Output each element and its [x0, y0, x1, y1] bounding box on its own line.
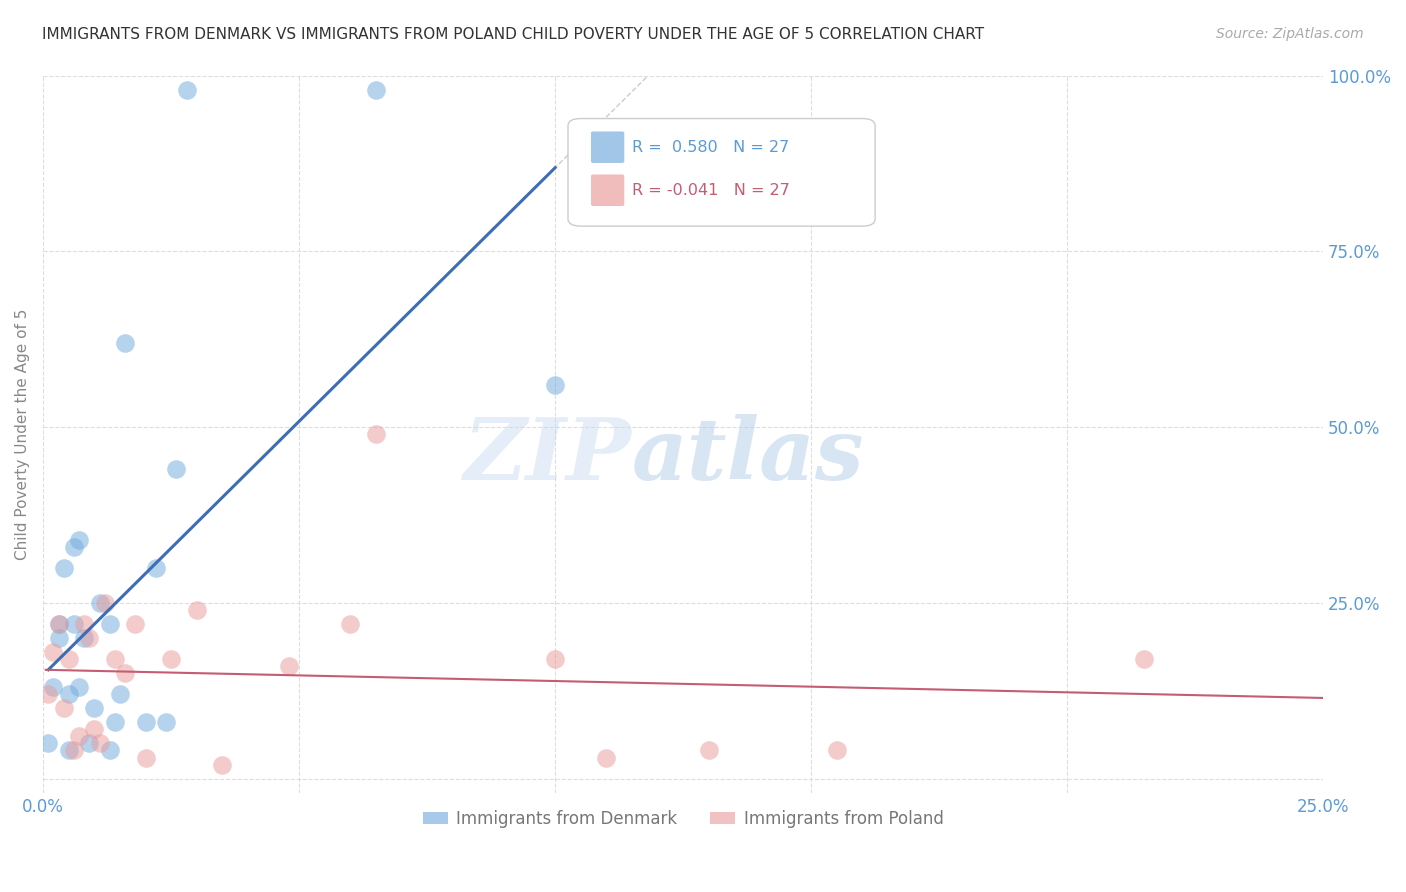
Point — [135, 750, 157, 764]
Point — [124, 616, 146, 631]
Text: R =  0.580   N = 27: R = 0.580 N = 27 — [631, 140, 789, 154]
Point — [73, 631, 96, 645]
Point — [67, 533, 90, 547]
Text: atlas: atlas — [631, 414, 865, 498]
Point — [104, 652, 127, 666]
Point — [697, 743, 720, 757]
Point — [63, 540, 86, 554]
Point — [37, 687, 59, 701]
Point — [48, 631, 70, 645]
Point — [77, 736, 100, 750]
Point — [544, 377, 567, 392]
Point — [339, 616, 361, 631]
Point — [58, 743, 80, 757]
Point — [186, 603, 208, 617]
FancyBboxPatch shape — [591, 175, 624, 206]
Point — [114, 335, 136, 350]
Point — [1133, 652, 1156, 666]
Point — [98, 616, 121, 631]
Point — [98, 743, 121, 757]
Point — [58, 687, 80, 701]
Point — [89, 596, 111, 610]
Point — [42, 680, 65, 694]
Point — [77, 631, 100, 645]
Point — [63, 616, 86, 631]
Point — [544, 652, 567, 666]
Point — [176, 82, 198, 96]
Point — [48, 616, 70, 631]
Point — [364, 427, 387, 442]
Point — [145, 560, 167, 574]
Point — [155, 715, 177, 730]
Point — [104, 715, 127, 730]
Point — [89, 736, 111, 750]
Point — [93, 596, 115, 610]
Point — [108, 687, 131, 701]
Point — [114, 666, 136, 681]
Point — [364, 82, 387, 96]
Point — [73, 616, 96, 631]
Point — [52, 701, 75, 715]
Text: IMMIGRANTS FROM DENMARK VS IMMIGRANTS FROM POLAND CHILD POVERTY UNDER THE AGE OF: IMMIGRANTS FROM DENMARK VS IMMIGRANTS FR… — [42, 27, 984, 42]
Point — [211, 757, 233, 772]
Point — [52, 560, 75, 574]
Point — [48, 616, 70, 631]
FancyBboxPatch shape — [568, 119, 875, 226]
Point — [58, 652, 80, 666]
Point — [160, 652, 183, 666]
Point — [825, 743, 848, 757]
Point — [42, 645, 65, 659]
Point — [37, 736, 59, 750]
Point — [63, 743, 86, 757]
Text: Source: ZipAtlas.com: Source: ZipAtlas.com — [1216, 27, 1364, 41]
Point — [67, 680, 90, 694]
Point — [67, 730, 90, 744]
Point — [83, 723, 105, 737]
Point — [595, 750, 617, 764]
Legend: Immigrants from Denmark, Immigrants from Poland: Immigrants from Denmark, Immigrants from… — [416, 803, 950, 835]
Text: ZIP: ZIP — [464, 414, 631, 498]
Point — [278, 659, 301, 673]
Text: R = -0.041   N = 27: R = -0.041 N = 27 — [631, 183, 790, 198]
Point — [83, 701, 105, 715]
FancyBboxPatch shape — [591, 131, 624, 163]
Point — [135, 715, 157, 730]
Point — [165, 462, 187, 476]
Y-axis label: Child Poverty Under the Age of 5: Child Poverty Under the Age of 5 — [15, 309, 30, 560]
